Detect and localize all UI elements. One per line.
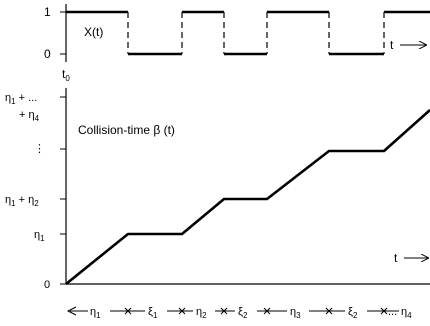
collision-panel: η1 + ... + η4 ⋮ η1 + η2 η1 0 Collision-t… — [5, 88, 430, 291]
signal-time-label: t — [390, 38, 394, 52]
y-label-ellipsis: ⋮ — [34, 143, 45, 155]
signal-tick-label-0: 0 — [44, 47, 51, 61]
interval-label-eta1: η1 — [90, 306, 101, 320]
collision-title: Collision-time β (t) — [78, 123, 175, 137]
interval-left-arrowhead — [66, 306, 77, 316]
interval-separators — [124, 307, 388, 315]
collision-time-label: t — [394, 251, 398, 265]
interval-label-xi1: ξ1 — [148, 306, 158, 320]
interval-label-xi2-second: ξ2 — [348, 306, 358, 320]
y-label-plus-eta4: + η4 — [19, 109, 40, 123]
interval-label-xi2: ξ2 — [238, 306, 248, 320]
signal-tick-label-1: 1 — [44, 5, 51, 19]
signal-panel: 1 0 X(t) t t0 — [44, 4, 430, 83]
origin-label: t0 — [62, 67, 70, 83]
interval-tail-ellipsis: ... — [388, 306, 397, 318]
y-label-zero: 0 — [44, 279, 50, 291]
interval-label-eta4: η4 — [401, 306, 412, 320]
collision-y-ticks — [60, 96, 66, 285]
collision-time-curve — [65, 109, 430, 286]
signal-label: X(t) — [84, 25, 103, 39]
interval-label-eta2: η2 — [196, 306, 207, 320]
interval-axis: η1 ξ1 η2 ξ2 η3 ξ2 ... η4 — [66, 303, 421, 320]
y-label-eta1-plus-eta2: η1 + η2 — [5, 194, 39, 208]
signal-transitions — [127, 12, 385, 54]
y-label-eta1: η1 — [34, 229, 45, 243]
y-label-eta1-plus: η1 + ... — [5, 92, 37, 106]
interval-label-eta3: η3 — [290, 306, 301, 320]
